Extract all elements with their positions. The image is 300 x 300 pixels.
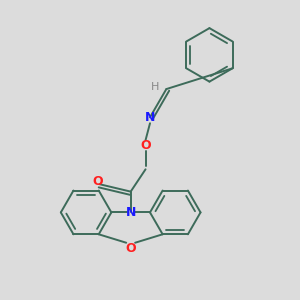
Text: N: N <box>145 111 155 124</box>
Text: O: O <box>93 175 103 188</box>
Text: O: O <box>125 242 136 255</box>
Text: O: O <box>140 139 151 152</box>
Text: N: N <box>125 206 136 219</box>
Text: H: H <box>151 82 159 92</box>
